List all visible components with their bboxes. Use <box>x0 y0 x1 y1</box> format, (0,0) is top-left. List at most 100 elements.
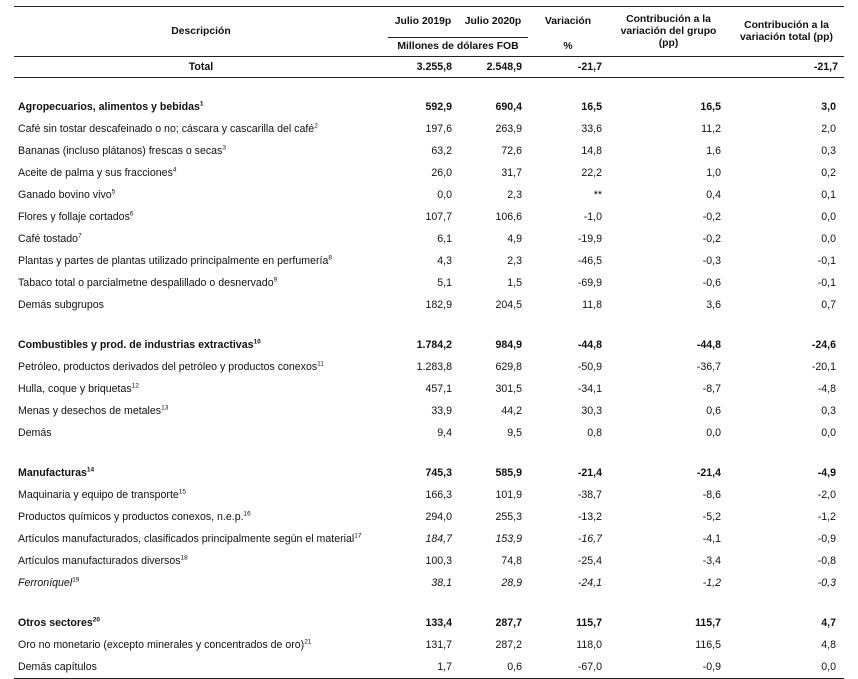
cell-contrib-total: -4,8 <box>817 383 836 395</box>
cell-valor-2020: 690,4 <box>495 101 522 113</box>
cell-valor-2020: 28,9 <box>501 577 522 589</box>
table-row: Hulla, coque y briquetas12 457,1 301,5 -34,… <box>14 378 844 400</box>
footnote-ref: 14 <box>86 466 95 474</box>
group-row: Agropecuarios, alimentos y bebidas1 592,9… <box>14 96 844 118</box>
cell-contrib-grupo: -0,9 <box>608 656 729 679</box>
cell-contrib-grupo: -0,2 <box>702 211 721 223</box>
cell-contrib-total: 4,8 <box>821 639 836 651</box>
table-row: Artículos manufacturados diversos18 100,3… <box>14 550 844 572</box>
footnote-ref: 5 <box>111 188 116 196</box>
cell-contrib-grupo: 115,7 <box>695 617 721 629</box>
cell-valor-2019: 133,4 <box>425 617 452 629</box>
cell-valor-2020: 629,8 <box>495 361 522 373</box>
cell-valor-2019: 100,3 <box>425 555 452 567</box>
table-row: Plantas y partes de plantas utilizado pr… <box>14 250 844 272</box>
row-label-text: Bananas (incluso plátanos) frescas o sec… <box>18 145 223 157</box>
row-label: Aceite de palma y sus fracciones4 <box>14 162 388 184</box>
row-label: Maquinaria y equipo de transporte15 <box>14 484 388 506</box>
row-label: Café sin tostar descafeinado o no; cásca… <box>14 118 388 140</box>
row-label: Demás capítulos <box>14 656 388 679</box>
table-row: Tabaco total o parcialmetne despalillado… <box>14 272 844 294</box>
footnote-ref: 4 <box>172 166 177 174</box>
cell-contrib-total: -0,1 <box>817 255 836 267</box>
cell-valor-2020: 31,7 <box>501 167 522 179</box>
cell-valor-2019: 197,6 <box>425 123 452 135</box>
row-label: Hulla, coque y briquetas12 <box>14 378 388 400</box>
table-body: Total 3.255,8 2.548,9 -21,7 -21,7 Agrope… <box>14 56 844 679</box>
footnote-ref: 17 <box>354 532 362 540</box>
cell-valor-2020: 9,5 <box>507 427 522 439</box>
cell-valor-2019: 9,4 <box>437 427 452 439</box>
cell-contrib-grupo: -4,1 <box>702 533 721 545</box>
cell-contrib-grupo: -3,4 <box>702 555 721 567</box>
cell-valor-2019: 184,7 <box>425 533 452 545</box>
cell-contrib-grupo: -44,8 <box>696 339 721 351</box>
spacer-cell <box>14 78 844 97</box>
spacer-row <box>14 444 844 462</box>
cell-variacion: -16,7 <box>577 533 602 545</box>
cell-valor-2019: 745,3 <box>425 467 452 479</box>
cell-contrib-grupo: 3,6 <box>706 299 721 311</box>
cell-variacion: -21,4 <box>577 467 602 479</box>
table-row: Maquinaria y equipo de transporte15 166,3… <box>14 484 844 506</box>
footnote-ref: 19 <box>72 576 80 584</box>
cell-variacion: 22,2 <box>581 167 602 179</box>
cell-valor-2019: 107,7 <box>425 211 452 223</box>
row-label-text: Flores y follaje cortados <box>18 211 130 223</box>
cell-contrib-grupo: 11,2 <box>701 123 721 135</box>
cell-valor-2019: 5,1 <box>437 277 452 289</box>
cell-valor-2019: 6,1 <box>437 233 452 245</box>
cell-valor-2019: 592,9 <box>425 101 452 113</box>
cell-contrib-grupo: -0,6 <box>702 277 721 289</box>
total-contrib-total: -21,7 <box>729 56 844 78</box>
cell-contrib-grupo: 0,6 <box>706 405 721 417</box>
table-row: Demás capítulos 1,7 0,6 -67,0 -0,9 0,0 <box>14 656 844 679</box>
total-variacion: -21,7 <box>528 56 608 78</box>
cell-contrib-total: 0,3 <box>821 145 836 157</box>
row-label: Menas y desechos de metales13 <box>14 400 388 422</box>
cell-valor-2019: 33,9 <box>431 405 452 417</box>
total-2019: 3.255,8 <box>388 56 458 78</box>
table-row: Menas y desechos de metales13 33,9 44,2 30,… <box>14 400 844 422</box>
row-label: Productos químicos y productos conexos, … <box>14 506 388 528</box>
row-label-text: Agropecuarios, alimentos y bebidas <box>18 101 200 113</box>
cell-valor-2019: 182,9 <box>425 299 452 311</box>
cell-variacion: 14,8 <box>581 145 602 157</box>
header-descripcion: Descripción <box>171 25 231 37</box>
cell-variacion: -46,5 <box>577 255 602 267</box>
table-row: Ganado bovino vivo5 0,0 2,3 ** 0,4 0,1 <box>14 184 844 206</box>
cell-variacion: -67,0 <box>528 656 608 679</box>
cell-valor-2020: 74,8 <box>501 555 522 567</box>
row-label: Flores y follaje cortados6 <box>14 206 388 228</box>
cell-valor-2020: 301,5 <box>495 383 522 395</box>
cell-variacion: 33,6 <box>581 123 602 135</box>
row-label: Café tostado7 <box>14 228 388 250</box>
table-row: Productos químicos y productos conexos, … <box>14 506 844 528</box>
cell-variacion: -1,0 <box>583 211 602 223</box>
row-label: Ferroníquel19 <box>14 572 388 594</box>
group-label: Combustibles y prod. de industrias extra… <box>14 334 388 356</box>
cell-contrib-grupo: -21,4 <box>696 467 721 479</box>
row-label-text: Ganado bovino vivo <box>18 189 112 201</box>
cell-contrib-grupo: -5,2 <box>702 511 721 523</box>
footnote-ref: 10 <box>253 338 261 346</box>
spacer-row <box>14 594 844 612</box>
cell-contrib-total: 0,0 <box>729 656 844 679</box>
group-label: Manufacturas14 <box>14 462 388 484</box>
table-row: Bananas (incluso plátanos) frescas o sec… <box>14 140 844 162</box>
cell-valor-2020: 255,3 <box>495 511 522 523</box>
footnote-ref: 20 <box>92 616 101 624</box>
cell-valor-2019: 131,7 <box>425 639 452 651</box>
cell-contrib-total: -0,1 <box>817 277 836 289</box>
cell-variacion: -13,2 <box>577 511 602 523</box>
group-label: Otros sectores20 <box>14 612 388 634</box>
cell-contrib-total: -0,3 <box>817 577 836 589</box>
row-label-text: Maquinaria y equipo de transporte <box>18 489 179 501</box>
cell-contrib-total: 0,0 <box>821 211 836 223</box>
cell-valor-2020: 153,9 <box>495 533 522 545</box>
cell-valor-2020: 44,2 <box>501 405 522 417</box>
cell-variacion: 115,7 <box>576 617 602 629</box>
cell-contrib-total: -0,9 <box>817 533 836 545</box>
cell-variacion: -38,7 <box>577 489 602 501</box>
